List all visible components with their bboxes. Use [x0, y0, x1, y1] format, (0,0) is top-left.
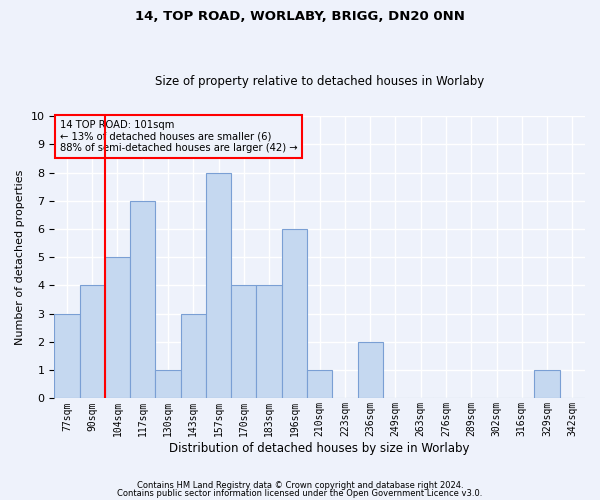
Bar [105, 257, 130, 398]
Bar [181, 314, 206, 398]
Text: 14, TOP ROAD, WORLABY, BRIGG, DN20 0NN: 14, TOP ROAD, WORLABY, BRIGG, DN20 0NN [135, 10, 465, 23]
Title: Size of property relative to detached houses in Worlaby: Size of property relative to detached ho… [155, 76, 484, 88]
X-axis label: Distribution of detached houses by size in Worlaby: Distribution of detached houses by size … [169, 442, 470, 455]
Bar [307, 370, 332, 398]
Bar [155, 370, 181, 398]
Text: 14 TOP ROAD: 101sqm
← 13% of detached houses are smaller (6)
88% of semi-detache: 14 TOP ROAD: 101sqm ← 13% of detached ho… [59, 120, 297, 154]
Bar [535, 370, 560, 398]
Bar [130, 201, 155, 398]
Bar [256, 286, 282, 399]
Bar [206, 172, 231, 398]
Bar [231, 286, 256, 399]
Bar [358, 342, 383, 398]
Bar [54, 314, 80, 398]
Y-axis label: Number of detached properties: Number of detached properties [15, 170, 25, 345]
Bar [282, 229, 307, 398]
Text: Contains public sector information licensed under the Open Government Licence v3: Contains public sector information licen… [118, 488, 482, 498]
Bar [80, 286, 105, 399]
Text: Contains HM Land Registry data © Crown copyright and database right 2024.: Contains HM Land Registry data © Crown c… [137, 481, 463, 490]
